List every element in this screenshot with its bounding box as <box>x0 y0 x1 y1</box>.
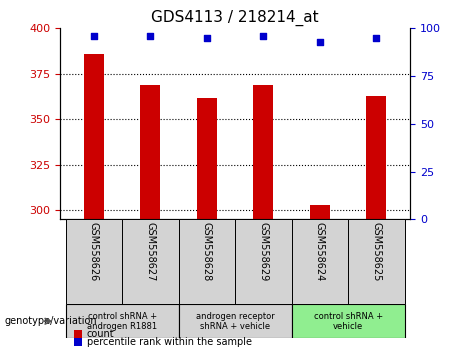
Bar <box>310 205 330 219</box>
Title: GDS4113 / 218214_at: GDS4113 / 218214_at <box>151 9 319 25</box>
Point <box>203 35 211 41</box>
Point <box>90 33 98 39</box>
Text: control shRNA +
vehicle: control shRNA + vehicle <box>313 312 383 331</box>
Bar <box>65 219 122 304</box>
Point <box>260 33 267 39</box>
Text: control shRNA +
androgen R1881: control shRNA + androgen R1881 <box>87 312 157 331</box>
Bar <box>254 85 273 219</box>
Bar <box>292 219 348 304</box>
Bar <box>84 54 104 219</box>
Bar <box>348 219 405 304</box>
Bar <box>122 219 178 304</box>
Point <box>372 35 380 41</box>
Text: GSM558626: GSM558626 <box>89 222 99 281</box>
Text: GSM558627: GSM558627 <box>145 222 155 281</box>
Text: count: count <box>87 329 114 339</box>
Text: androgen receptor
shRNA + vehicle: androgen receptor shRNA + vehicle <box>196 312 274 331</box>
Point <box>316 39 324 45</box>
Bar <box>235 219 292 304</box>
Bar <box>197 97 217 219</box>
Text: GSM558628: GSM558628 <box>202 222 212 281</box>
Text: genotype/variation: genotype/variation <box>5 316 97 326</box>
Text: GSM558624: GSM558624 <box>315 222 325 281</box>
Bar <box>178 304 292 338</box>
Bar <box>141 85 160 219</box>
Bar <box>292 304 405 338</box>
Text: percentile rank within the sample: percentile rank within the sample <box>87 337 252 347</box>
Text: GSM558625: GSM558625 <box>372 222 381 281</box>
Bar <box>65 304 178 338</box>
Bar <box>178 219 235 304</box>
Point <box>147 33 154 39</box>
Text: GSM558629: GSM558629 <box>258 222 268 281</box>
Bar <box>366 96 386 219</box>
